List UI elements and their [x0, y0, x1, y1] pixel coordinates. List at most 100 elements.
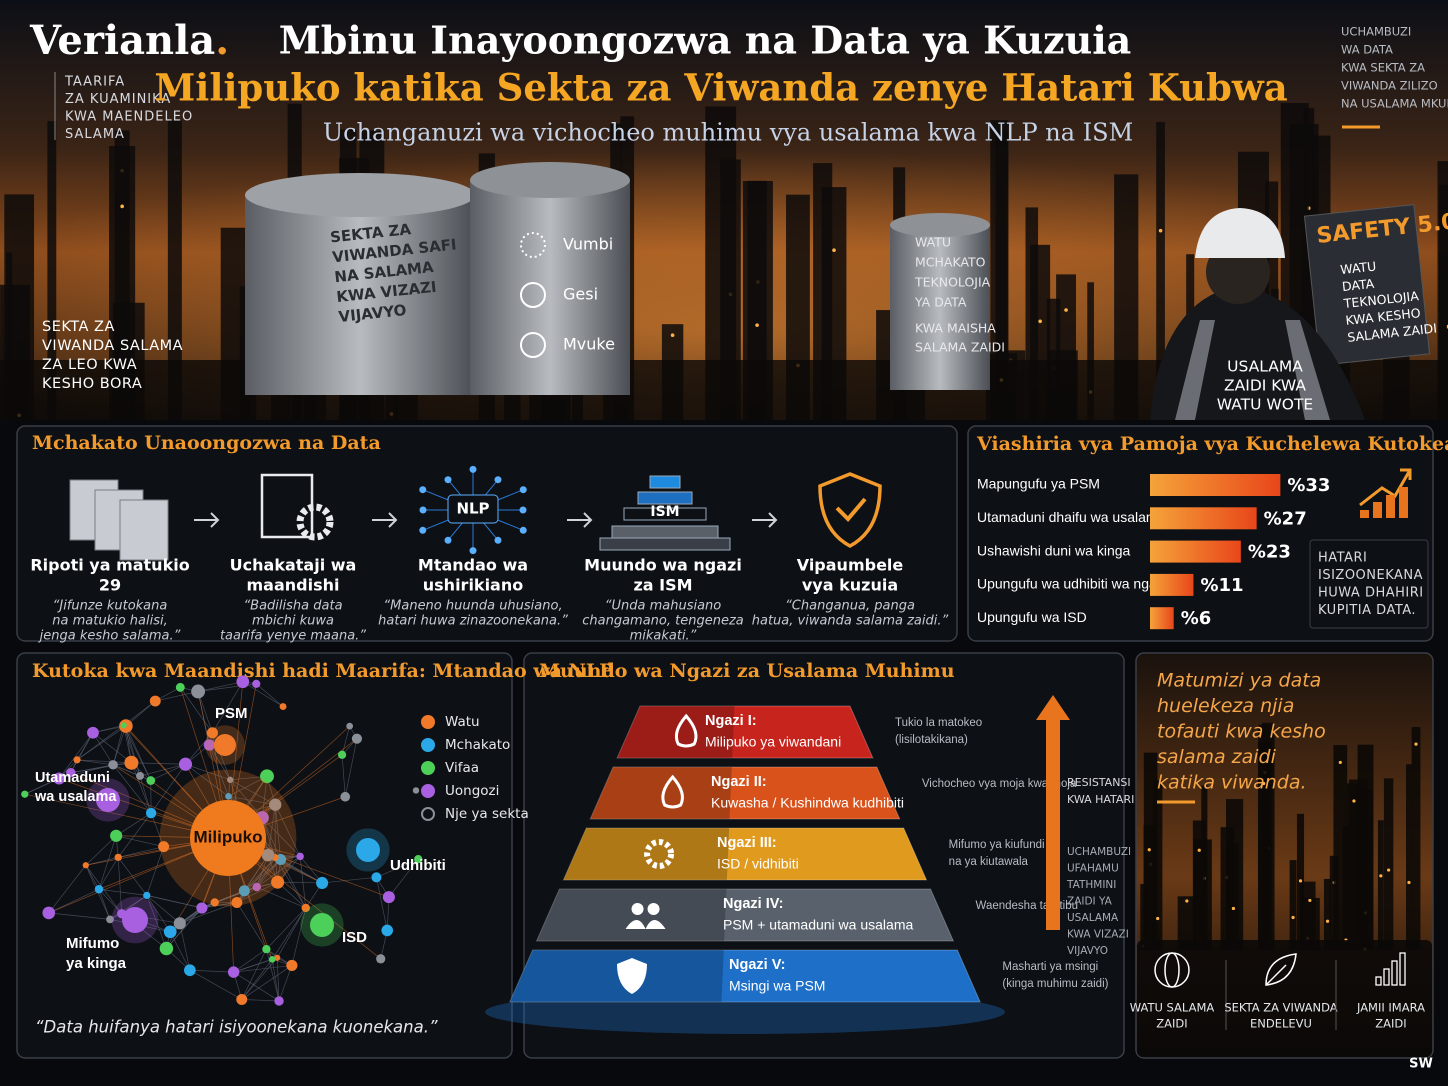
hero-text: SEKTA ZA [42, 319, 115, 335]
value-label: %27 [1264, 508, 1307, 529]
net-edge [189, 969, 234, 973]
side-label: TATHMINI [1066, 879, 1116, 891]
hub-node [214, 734, 236, 756]
closing-quote: Matumizi ya data [1157, 670, 1321, 692]
level-name: Ngazi II: [711, 774, 767, 790]
tower-text: SALAMA ZAIDI [915, 340, 1005, 355]
net-edge [98, 889, 111, 920]
arrow-label: KWA HATARI [1067, 793, 1134, 806]
refinery-light [1147, 848, 1151, 852]
net-edge [146, 895, 181, 924]
net-edge [123, 725, 152, 781]
step-label: Mtandao wa [418, 556, 528, 575]
net-edge [241, 957, 278, 1000]
icon-caption: ZAIDI [1156, 1017, 1187, 1031]
net-node [158, 841, 170, 853]
step-label: za ISM [633, 576, 692, 595]
net-edge [267, 804, 276, 856]
refinery-silhouette [1299, 897, 1320, 950]
category-label: Upungufu wa udhibiti wa ngazi [977, 576, 1167, 592]
net-node [371, 872, 382, 883]
gear-icon [644, 839, 675, 869]
bar [1150, 607, 1174, 630]
net-edge [271, 907, 307, 960]
flow-arrow [752, 512, 778, 528]
flow-arrow [194, 512, 220, 528]
net-node [412, 787, 420, 794]
net-node [149, 695, 161, 707]
net-node [381, 924, 394, 937]
net-edge [131, 762, 186, 765]
hazard-icon [520, 282, 546, 308]
net-edge [198, 681, 243, 692]
node-label: Udhibiti [390, 857, 446, 874]
refinery-light [1407, 880, 1411, 885]
net-node [178, 757, 193, 771]
net-node [175, 682, 185, 692]
step-label: vya kuzuia [802, 576, 898, 595]
net-edge [139, 775, 152, 814]
level-note: na ya kiutawala [949, 856, 1029, 868]
legend-label: Vifaa [445, 760, 479, 776]
net-edge [261, 817, 281, 860]
net-edge [242, 681, 284, 707]
net-node [114, 853, 122, 861]
refinery-light [1387, 868, 1391, 872]
net-node [261, 848, 275, 862]
legend-label: Mchakato [445, 737, 510, 753]
net-edge [85, 865, 122, 914]
net-edge [256, 859, 281, 888]
net-node [469, 547, 477, 555]
net-node [108, 760, 118, 770]
closing-quote: salama zaidi [1157, 746, 1277, 768]
net-node [227, 966, 240, 978]
panel-title: Mchakato Unaoongozwa na Data [32, 432, 381, 454]
step-label: Ripoti ya matukio [30, 556, 189, 575]
shield-icon [818, 472, 882, 548]
side-label: VIJAVYO [1067, 945, 1108, 957]
net-edge [344, 738, 358, 797]
label: TAARIFA [64, 75, 125, 90]
trend-bar [1386, 495, 1395, 518]
net-node [519, 486, 527, 494]
refinery-light [1158, 228, 1163, 233]
refinery-light [1325, 919, 1330, 923]
panel-title: Viashiria vya Pamoja vya Kuchelewa Kutok… [976, 433, 1448, 455]
refinery-light [1156, 916, 1160, 921]
net-edge [209, 744, 231, 780]
hub-node [190, 800, 266, 876]
legend-label: Uongozi [445, 783, 499, 799]
net-edge [58, 732, 94, 779]
net-edge [261, 817, 301, 857]
step-label: 29 [99, 576, 121, 595]
level-name: Ngazi V: [729, 957, 785, 973]
net-edge [76, 725, 124, 761]
net-edge [98, 835, 117, 890]
refinery-silhouette [1258, 724, 1270, 950]
level-desc: Milipuko ya viwandani [705, 734, 841, 750]
refinery-silhouette [6, 252, 13, 420]
net-node [346, 722, 354, 730]
ground [1137, 940, 1432, 1057]
refinery-silhouette [1439, 252, 1448, 420]
net-node [419, 486, 427, 494]
category-label: Mapungufu ya PSM [977, 476, 1100, 492]
refinery-silhouette [1152, 780, 1163, 950]
side-label: KWA VIZAZI [1067, 929, 1129, 941]
value-label: %11 [1200, 575, 1243, 596]
worker-text: WATU WOTE [1217, 396, 1313, 414]
net-node [271, 875, 285, 889]
people-icon [625, 920, 666, 929]
value-label: %6 [1181, 608, 1212, 629]
badge: SW [1409, 1057, 1433, 1072]
level-note: Waendesha taratibu [976, 900, 1079, 912]
net-edge [109, 895, 147, 920]
people-icon [631, 903, 644, 915]
net-node [419, 526, 427, 534]
level-desc: PSM + utamaduni wa usalama [723, 917, 913, 933]
side-note: VIWANDA ZILIZO [1341, 79, 1438, 93]
net-node [262, 944, 271, 954]
net-edge [266, 907, 307, 950]
refinery-light [1352, 799, 1356, 803]
